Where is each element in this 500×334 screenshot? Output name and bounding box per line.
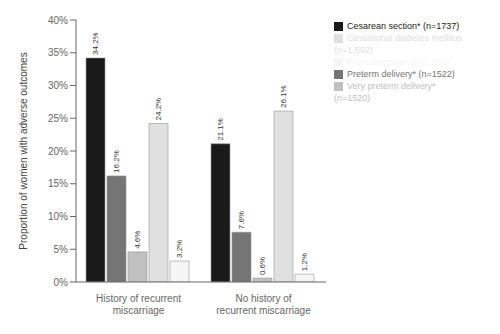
svg-text:4.6%: 4.6% xyxy=(133,231,142,249)
svg-text:No history ofrecurrent miscarr: No history ofrecurrent miscarriage xyxy=(216,293,311,316)
svg-text:0%: 0% xyxy=(54,277,69,288)
svg-text:History of recurrentmiscarriag: History of recurrentmiscarriage xyxy=(96,293,181,316)
svg-text:15%: 15% xyxy=(48,178,68,189)
svg-text:3.2%: 3.2% xyxy=(175,240,184,258)
svg-text:26.1%: 26.1% xyxy=(279,85,288,108)
svg-text:5%: 5% xyxy=(54,244,69,255)
svg-text:40%: 40% xyxy=(48,15,68,26)
svg-text:30%: 30% xyxy=(48,80,68,91)
svg-text:20%: 20% xyxy=(48,146,68,157)
svg-text:0.6%: 0.6% xyxy=(258,257,267,275)
html-text:Very preterm delivery* (n=1520: Very preterm delivery* (n=1520) xyxy=(334,81,436,103)
svg-text:7.6%: 7.6% xyxy=(237,211,246,229)
svg-text:35%: 35% xyxy=(48,47,68,58)
svg-text:Proportion of women with adver: Proportion of women with adverse outcome… xyxy=(18,52,29,249)
svg-text:34.2%: 34.2% xyxy=(91,32,100,55)
svg-text:25%: 25% xyxy=(48,113,68,124)
svg-text:10%: 10% xyxy=(48,211,68,222)
html-text:Cesarean section* (n=1737): Cesarean section* (n=1737) xyxy=(347,21,460,31)
html-text:Preterm delivery* (n=1522): Preterm delivery* (n=1522) xyxy=(347,69,455,79)
html-text:Gestational diabetes mellitus: Gestational diabetes mellitus (n=1,592) xyxy=(334,33,463,55)
svg-text:1.2%: 1.2% xyxy=(300,253,309,271)
html-text:Pre-eclampsia* (n=1,652): Pre-eclampsia* (n=1,652) xyxy=(347,57,450,67)
svg-text:16.2%: 16.2% xyxy=(112,150,121,173)
svg-text:21.1%: 21.1% xyxy=(216,118,225,141)
svg-text:24.2%: 24.2% xyxy=(154,98,163,121)
